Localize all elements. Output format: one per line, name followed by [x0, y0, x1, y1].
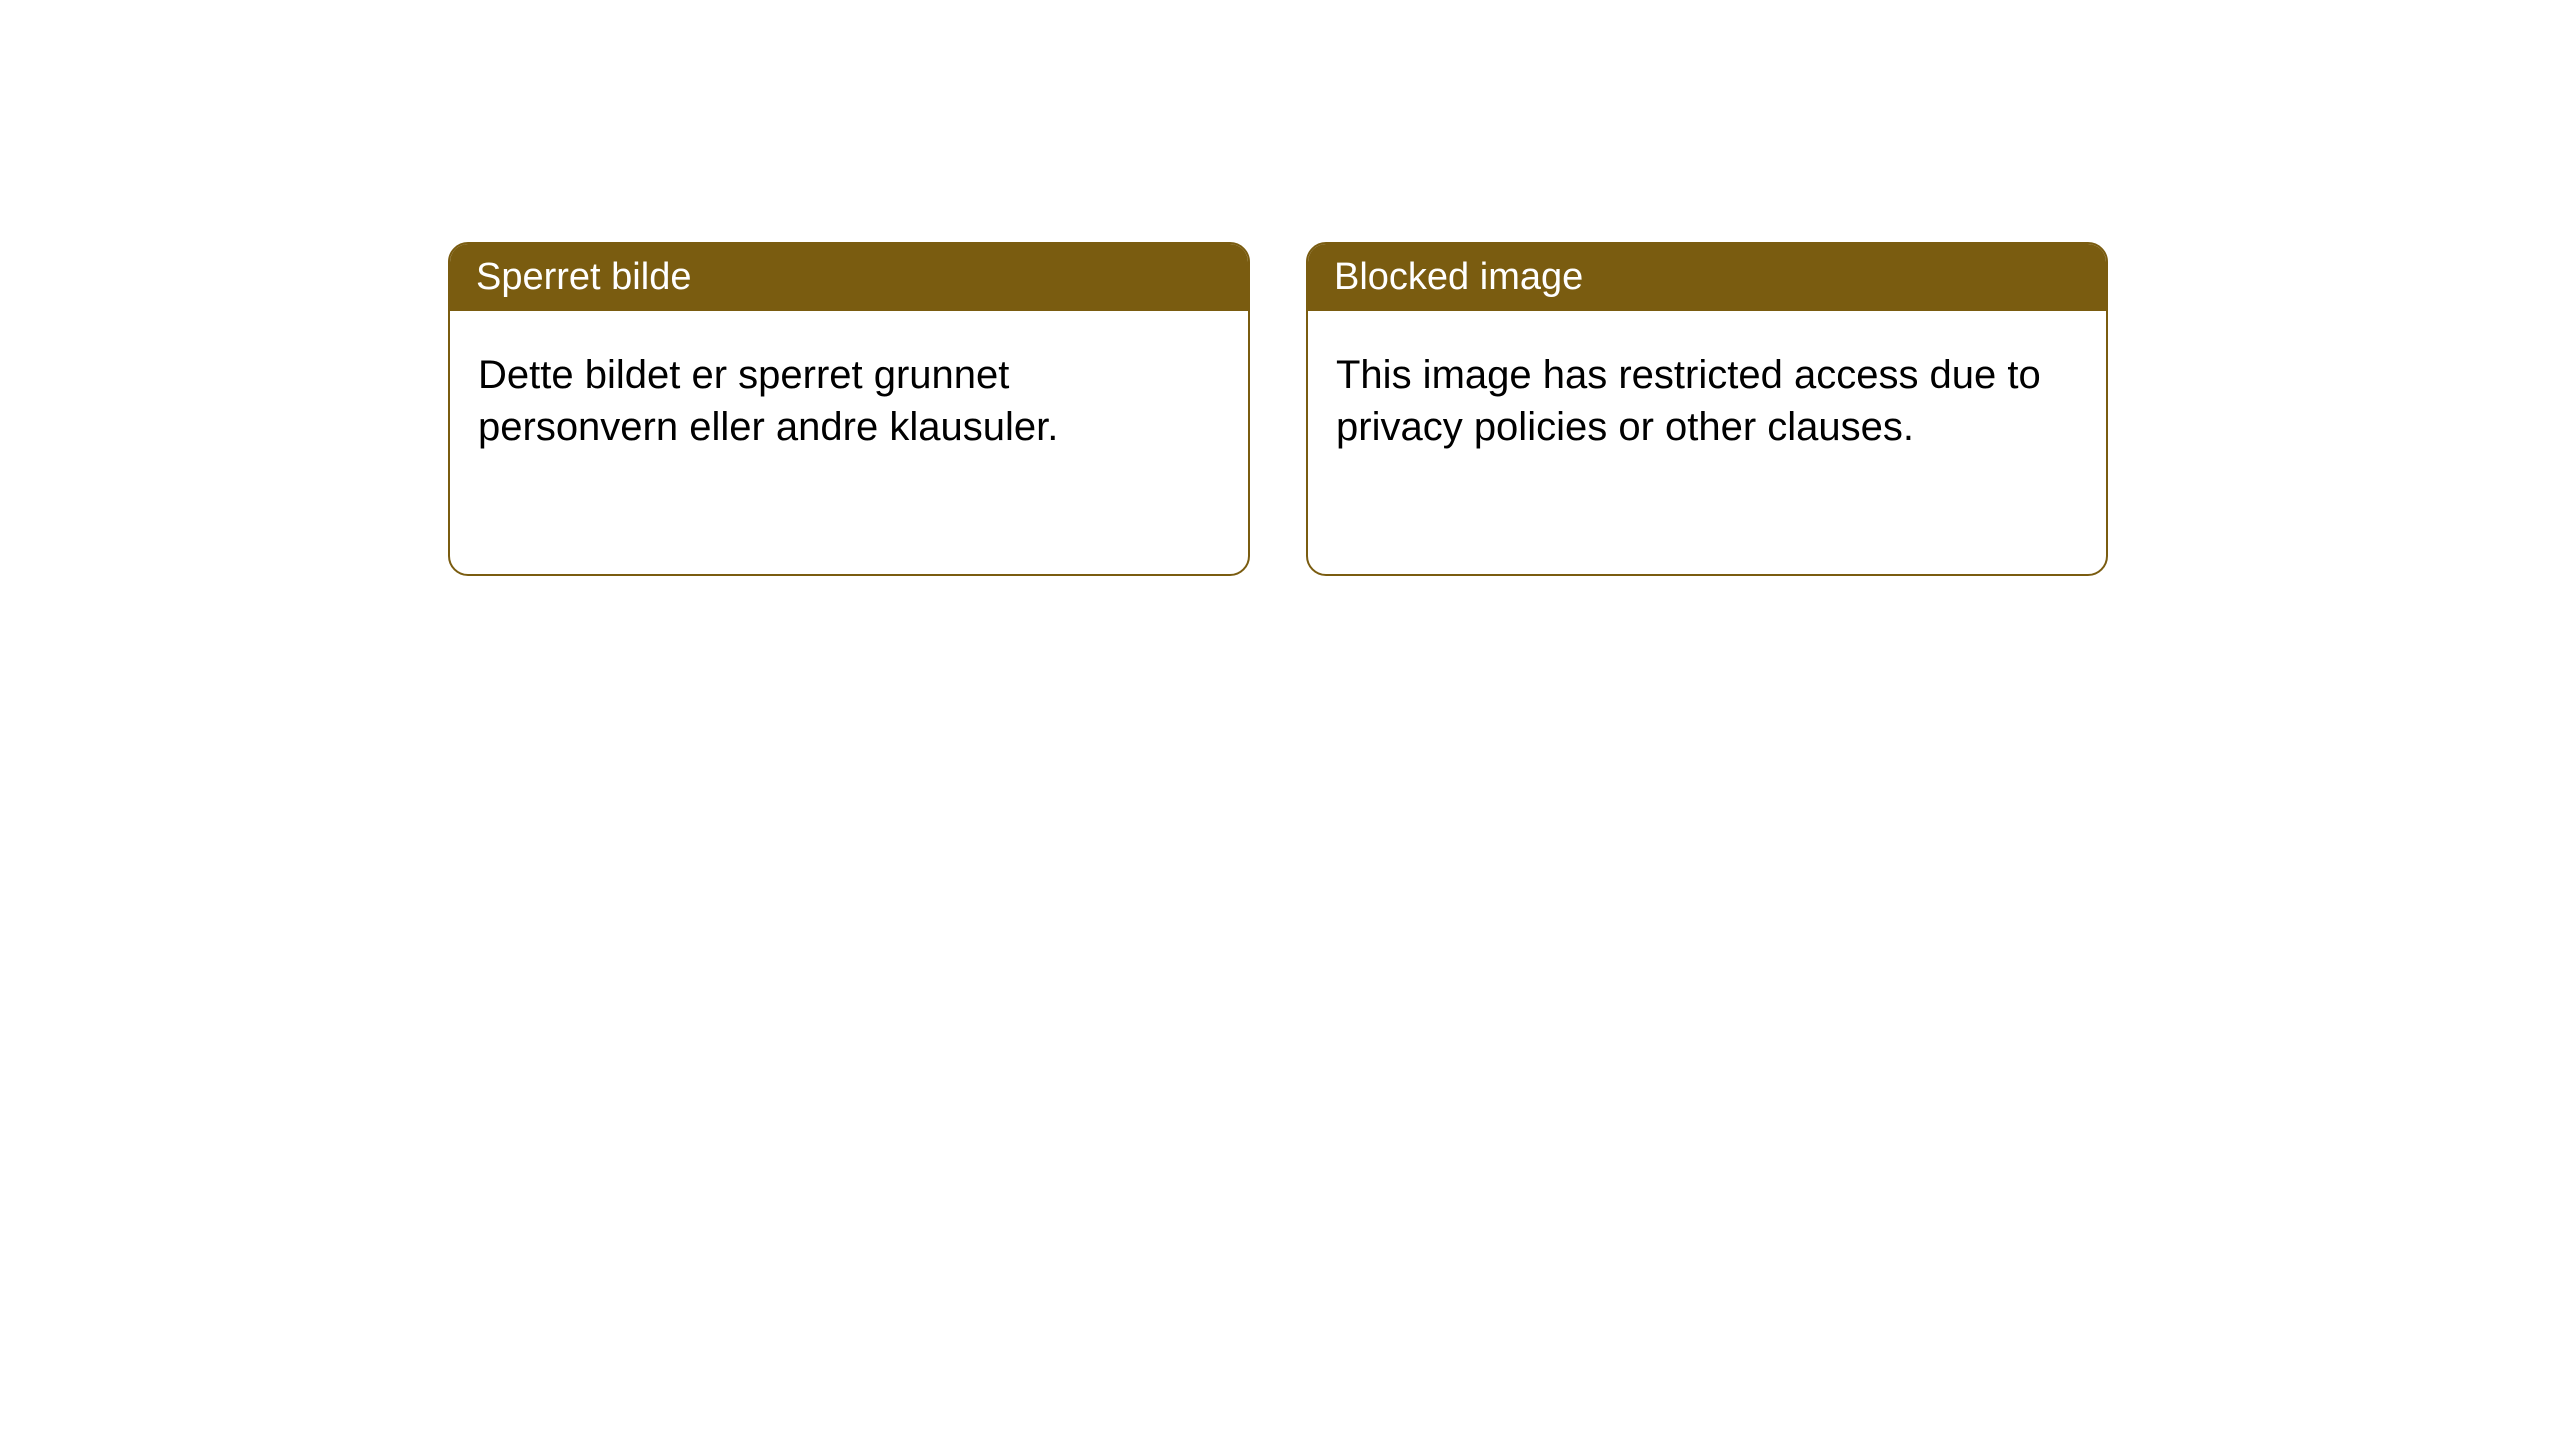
card-title: Sperret bilde	[476, 256, 691, 298]
card-header: Sperret bilde	[450, 244, 1248, 311]
notice-card-english: Blocked image This image has restricted …	[1306, 242, 2108, 576]
card-body: Dette bildet er sperret grunnet personve…	[450, 311, 1248, 491]
notice-container: Sperret bilde Dette bildet er sperret gr…	[0, 0, 2560, 576]
card-title: Blocked image	[1334, 256, 1583, 298]
card-body: This image has restricted access due to …	[1308, 311, 2106, 491]
card-header: Blocked image	[1308, 244, 2106, 311]
card-body-text: Dette bildet er sperret grunnet personve…	[478, 353, 1058, 449]
card-body-text: This image has restricted access due to …	[1336, 353, 2041, 449]
notice-card-norwegian: Sperret bilde Dette bildet er sperret gr…	[448, 242, 1250, 576]
